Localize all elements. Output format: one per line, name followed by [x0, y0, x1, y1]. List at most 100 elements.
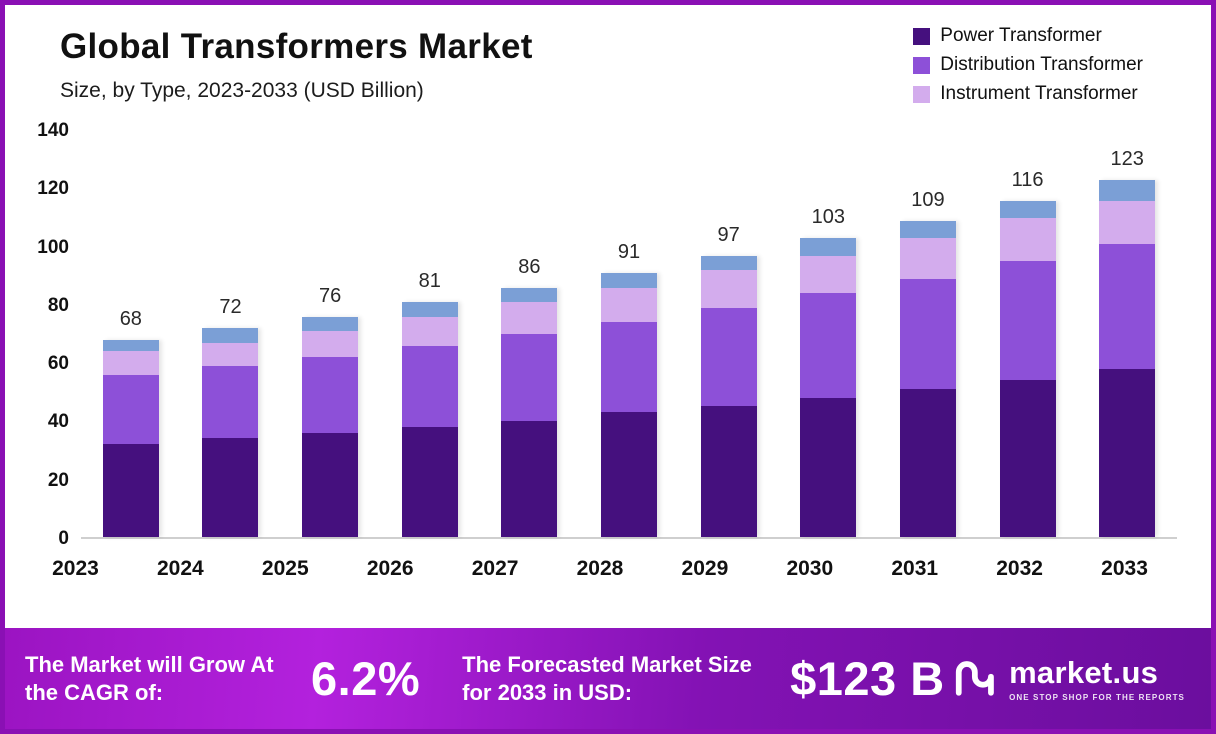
- bar-column: 81: [380, 131, 480, 537]
- x-axis-label: 2024: [157, 557, 204, 580]
- segment-power-transformer: [700, 406, 757, 537]
- y-tick-label: 80: [47, 294, 69, 316]
- bar-total-label: 116: [1011, 168, 1044, 191]
- x-axis-label: 2027: [471, 557, 519, 580]
- forecast-label: The Forecasted Market Size for 2033 in U…: [462, 652, 752, 705]
- cagr-label: The Market will Grow At the CAGR of:: [25, 652, 274, 705]
- bar-column: 86: [480, 131, 580, 537]
- segment-distribution-transformer: [102, 374, 159, 445]
- segment-power-transformer: [601, 412, 658, 537]
- stacked-bar: [899, 220, 956, 537]
- segment-instrument-transformer: [999, 218, 1056, 262]
- segment-unlabeled-top-segment: [601, 273, 658, 288]
- bar-column: 91: [579, 131, 679, 537]
- summary-banner: The Market will Grow At the CAGR of: 6.2…: [5, 628, 1211, 729]
- chart-header: Global Transformers Market Size, by Type…: [5, 5, 1211, 123]
- legend-item-instrument-transformer: Instrument Transformer: [913, 83, 1143, 105]
- bar-total-label: 76: [318, 284, 342, 307]
- legend-swatch: [913, 27, 931, 45]
- stacked-bar: [401, 302, 458, 537]
- segment-power-transformer: [1099, 368, 1156, 537]
- bar-total-label: 91: [617, 241, 641, 264]
- segment-distribution-transformer: [1099, 244, 1156, 369]
- segment-power-transformer: [899, 389, 956, 537]
- plot-area: 68 72 76 81 86 91 97 103 109 116 123: [81, 131, 1177, 539]
- segment-distribution-transformer: [302, 357, 359, 433]
- segment-unlabeled-top-segment: [102, 339, 159, 352]
- y-tick-label: 20: [47, 469, 69, 491]
- page-subtitle: Size, by Type, 2023-2033 (USD Billion): [60, 79, 424, 102]
- plot-columns: 68 72 76 81 86 91 97 103 109 116 123: [81, 131, 1177, 537]
- x-axis-label: 2023: [52, 557, 99, 580]
- segment-power-transformer: [999, 380, 1056, 537]
- bar-column: 109: [878, 131, 978, 537]
- y-axis: 0 20 40 60 80 100 120 140: [23, 120, 81, 549]
- segment-unlabeled-top-segment: [401, 302, 458, 317]
- bar-column: 68: [81, 131, 181, 537]
- bar-column: 116: [978, 131, 1078, 537]
- segment-power-transformer: [302, 432, 359, 537]
- bar-column: 76: [280, 131, 380, 537]
- segment-distribution-transformer: [501, 333, 558, 421]
- segment-distribution-transformer: [800, 293, 857, 398]
- x-axis-label: 2031: [891, 557, 939, 580]
- segment-unlabeled-top-segment: [899, 220, 956, 239]
- segment-unlabeled-top-segment: [800, 238, 857, 256]
- bar-total-label: 86: [518, 255, 541, 278]
- segment-unlabeled-top-segment: [1099, 180, 1156, 201]
- x-axis: 2023 2024 2025 2026 2027 2028 2029 2030 2031 2032…: [23, 539, 1177, 581]
- legend-swatch: [913, 56, 931, 74]
- segment-distribution-transformer: [202, 365, 259, 439]
- bar-column: 97: [679, 131, 779, 537]
- bar-total-label: 123: [1110, 148, 1144, 171]
- market-us-logo: market.us ONE STOP SHOP FOR THE REPORTS: [953, 655, 1185, 702]
- segment-instrument-transformer: [800, 255, 857, 294]
- x-axis-label: 2028: [576, 557, 624, 580]
- segment-instrument-transformer: [899, 238, 956, 279]
- y-tick-label: 140: [37, 120, 69, 141]
- bar-column: 123: [1077, 131, 1177, 537]
- legend-label: Distribution Transformer: [940, 54, 1143, 75]
- segment-instrument-transformer: [601, 287, 658, 323]
- legend-item-power-transformer: Power Transformer: [913, 25, 1143, 47]
- stacked-bar: [601, 273, 658, 537]
- segment-power-transformer: [800, 397, 857, 537]
- segment-distribution-transformer: [899, 278, 956, 390]
- stacked-bar: [800, 238, 857, 537]
- segment-instrument-transformer: [202, 342, 259, 366]
- segment-instrument-transformer: [1099, 200, 1156, 245]
- stacked-bar: [999, 200, 1056, 537]
- stacked-bar: [302, 316, 359, 537]
- bar-total-label: 97: [717, 223, 740, 246]
- bar-total-label: 103: [811, 206, 845, 229]
- market-us-logo-icon: [955, 660, 994, 696]
- forecast-value: $123 B: [790, 652, 945, 705]
- x-axis-label: 2030: [786, 557, 834, 580]
- segment-unlabeled-top-segment: [202, 328, 259, 343]
- bar-column: 103: [778, 131, 878, 537]
- stacked-bar: [202, 328, 259, 537]
- segment-distribution-transformer: [401, 345, 458, 427]
- segment-unlabeled-top-segment: [700, 255, 757, 271]
- bar-total-label: 68: [119, 307, 142, 330]
- segment-unlabeled-top-segment: [501, 287, 558, 303]
- x-axis-label: 2025: [261, 557, 309, 580]
- segment-instrument-transformer: [401, 316, 458, 346]
- bar-total-label: 72: [219, 296, 242, 319]
- x-axis-label: 2026: [366, 557, 414, 580]
- segment-instrument-transformer: [700, 270, 757, 308]
- legend-label: Power Transformer: [940, 25, 1102, 46]
- chart-legend: Power Transformer Distribution Transform…: [913, 25, 1143, 105]
- y-tick-label: 120: [37, 178, 69, 200]
- brand-tagline: ONE STOP SHOP FOR THE REPORTS: [1009, 693, 1185, 702]
- segment-instrument-transformer: [302, 331, 359, 358]
- legend-item-distribution-transformer: Distribution Transformer: [913, 54, 1143, 76]
- bar-total-label: 81: [418, 270, 441, 293]
- y-tick-label: 40: [47, 411, 69, 433]
- page-title: Global Transformers Market: [60, 27, 533, 66]
- bar-total-label: 109: [911, 188, 945, 211]
- segment-power-transformer: [202, 438, 259, 537]
- x-axis-label: 2029: [681, 557, 729, 580]
- segment-power-transformer: [102, 444, 159, 537]
